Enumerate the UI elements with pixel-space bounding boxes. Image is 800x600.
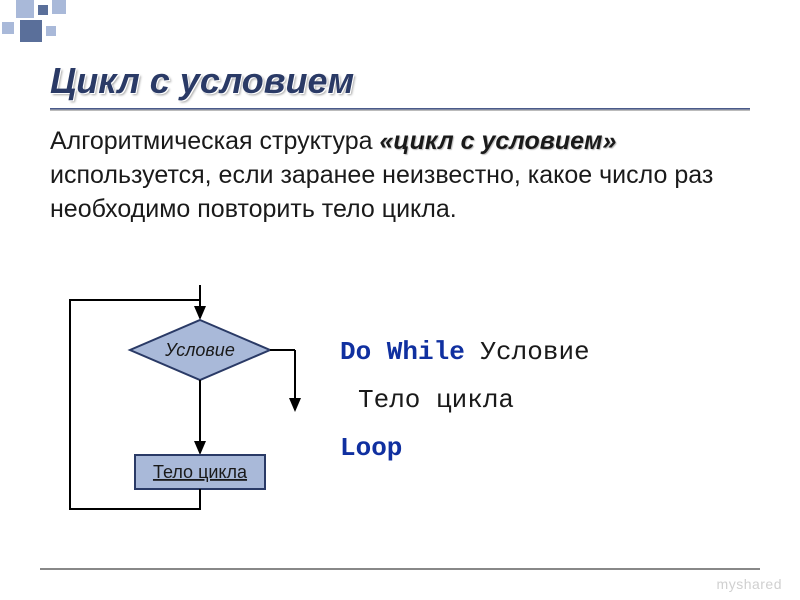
para-part1: Алгоритмическая структура	[50, 127, 380, 155]
code-line-1: Do While Условие	[340, 328, 590, 376]
title-underline	[50, 108, 750, 111]
svg-text:Тело цикла: Тело цикла	[153, 462, 248, 482]
svg-text:Условие: Условие	[164, 340, 235, 360]
para-part2: используется, если заранее неизвестно, к…	[50, 161, 713, 223]
code-body: Тело цикла	[358, 385, 514, 415]
keyword-do-while: Do While	[340, 337, 465, 367]
flowchart-diagram: Условие Тело цикла	[50, 280, 310, 540]
code-line-2: Тело цикла	[340, 376, 590, 424]
body-paragraph: Алгоритмическая структура «цикл с услови…	[50, 125, 750, 226]
code-block: Do While Условие Тело цикла Loop	[340, 328, 590, 472]
page-title: Цикл с условием	[50, 60, 354, 102]
keyword-loop: Loop	[340, 433, 402, 463]
para-emph: «цикл с условием»	[380, 127, 617, 155]
code-line-3: Loop	[340, 424, 590, 472]
code-condition: Условие	[465, 337, 590, 367]
watermark: myshared	[717, 576, 782, 592]
corner-decoration	[0, 0, 120, 60]
footer-rule	[40, 568, 760, 570]
